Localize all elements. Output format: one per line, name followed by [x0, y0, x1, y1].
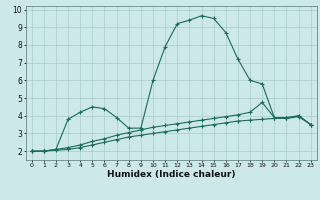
X-axis label: Humidex (Indice chaleur): Humidex (Indice chaleur)	[107, 170, 236, 179]
